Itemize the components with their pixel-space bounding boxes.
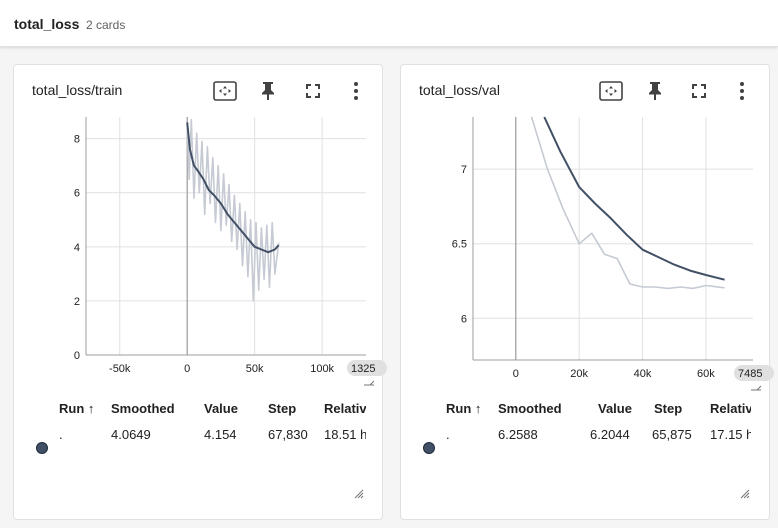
pin-icon [262,82,274,100]
loss-chart-val[interactable]: 6 6.5 7 0 20k 40k 60k 7485 [401,65,774,395]
y-tick-label: 0 [74,350,80,362]
data-table: Run ↑ Smoothed Value Step Relative . 6.2… [401,395,751,455]
x-tick-label: 50k [246,363,264,375]
y-tick-label: 4 [74,242,80,254]
pin-button[interactable] [256,79,280,103]
col-header-smoothed[interactable]: Smoothed [111,401,175,416]
col-header-run[interactable]: Run ↑ [59,401,95,416]
col-header-value[interactable]: Value [204,401,238,416]
group-card-count: 2 cards [86,18,126,32]
row-relative: 18.51 h [324,427,366,442]
smoothed-series-line [543,116,725,281]
col-header-value[interactable]: Value [598,401,632,416]
resize-icon[interactable] [740,489,750,499]
row-step: 67,830 [268,427,308,442]
smoothed-series-line [186,122,280,254]
x-tick-label: 40k [634,368,652,380]
fit-domain-button[interactable] [599,79,623,103]
more-vert-icon [354,82,358,100]
x-edge-badge [734,365,774,381]
more-options-button[interactable] [730,79,754,103]
x-tick-label: 0 [184,363,190,375]
x-tick-label: -50k [109,363,131,375]
x-edge-badge [347,360,387,376]
raw-series-line [530,116,725,290]
resize-icon[interactable] [354,489,364,499]
row-step: 65,875 [652,427,692,442]
group-title: total_loss [14,16,80,32]
y-tick-label: 8 [74,134,80,146]
row-value: 4.154 [204,427,237,442]
row-smoothed: 4.0649 [111,427,151,442]
y-tick-label: 2 [74,296,80,308]
data-table: Run ↑ Smoothed Value Step Relative . 4.0… [14,395,366,455]
y-tick-label: 6.5 [452,239,467,251]
chart-resize-icon [364,380,375,386]
col-header-smoothed[interactable]: Smoothed [498,401,562,416]
fullscreen-button[interactable] [301,79,325,103]
y-tick-label: 6 [74,188,80,200]
fullscreen-icon [306,84,320,98]
x-tick-label: 100k [310,363,334,375]
chart-resize-icon [751,385,762,391]
row-run-name: . [59,427,63,442]
run-color-swatch[interactable] [423,442,435,454]
x-edge-label: 1325 [351,363,375,375]
more-options-button[interactable] [344,79,368,103]
fit-domain-icon [599,81,623,101]
col-header-run[interactable]: Run ↑ [446,401,482,416]
raw-series-line [186,118,280,302]
col-header-step[interactable]: Step [654,401,683,416]
fit-domain-icon [213,81,237,101]
y-tick-label: 6 [461,313,467,325]
fullscreen-button[interactable] [687,79,711,103]
row-value: 6.2044 [590,427,630,442]
col-header-relative[interactable]: Relative [710,401,751,416]
run-color-swatch[interactable] [36,442,48,454]
row-relative: 17.15 h [710,427,751,442]
card-title: total_loss/val [419,82,500,98]
row-smoothed: 6.2588 [498,427,538,442]
loss-chart-train[interactable]: 0 2 4 6 8 -50k 0 50k 100k 1325 [14,65,387,395]
col-header-step[interactable]: Step [268,401,297,416]
x-tick-label: 20k [570,368,588,380]
scalar-card-train: total_loss/train 0 2 4 6 8 -50k 0 50k 100k 1325 R… [13,64,387,520]
pin-button[interactable] [643,79,667,103]
y-tick-label: 7 [461,164,467,176]
pin-icon [649,82,661,100]
fit-domain-button[interactable] [213,79,237,103]
col-header-relative[interactable]: Relative [324,401,366,416]
card-group-header: total_loss 2 cards [0,0,778,47]
more-vert-icon [740,82,744,100]
card-title: total_loss/train [32,82,123,98]
x-tick-label: 60k [697,368,715,380]
x-tick-label: 0 [513,368,519,380]
x-edge-label: 7485 [738,368,762,380]
scalar-card-val: total_loss/val 6 6.5 7 0 20k 40k 60k 7485 Run ↑… [400,64,774,520]
fullscreen-icon [692,84,706,98]
row-run-name: . [446,427,450,442]
